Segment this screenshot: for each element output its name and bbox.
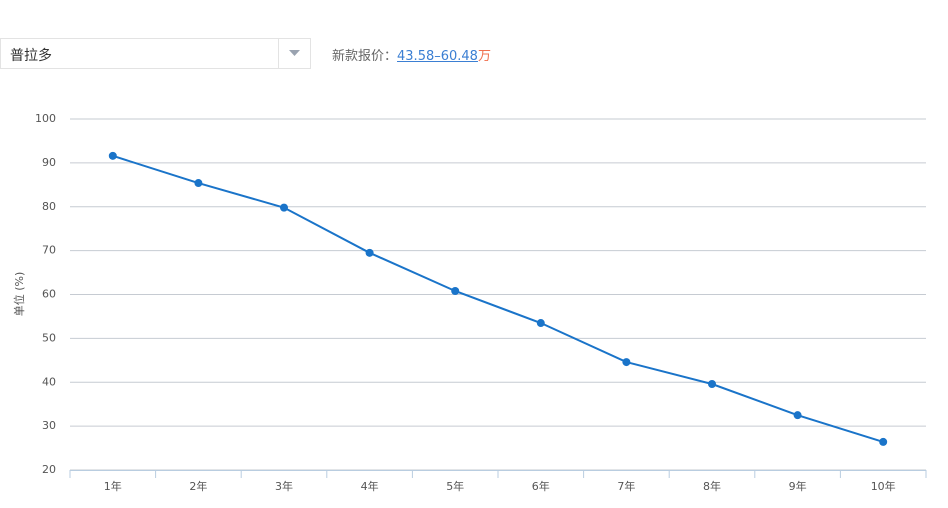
- y-tick-label: 30: [42, 419, 56, 432]
- price-info: 新款报价：43.58–60.48万: [332, 45, 491, 64]
- data-point: [280, 203, 288, 212]
- price-link[interactable]: 43.58–60.48: [397, 49, 478, 64]
- x-tick-label: 10年: [871, 479, 896, 493]
- y-tick-label: 40: [42, 375, 56, 388]
- x-tick-label: 6年: [532, 479, 550, 493]
- data-point: [879, 437, 888, 446]
- price-unit: 万: [477, 49, 491, 64]
- x-tick-label: 9年: [789, 479, 807, 493]
- price-label: 新款报价：: [332, 49, 398, 64]
- x-tick-label: 1年: [104, 479, 122, 493]
- x-tick-label: 7年: [617, 479, 635, 493]
- y-axis-label: 单位 (%): [12, 272, 26, 317]
- data-point: [708, 380, 716, 389]
- data-line: [112, 154, 884, 443]
- data-point: [194, 179, 203, 188]
- x-tick-label: 2年: [189, 479, 207, 493]
- x-tick-label: 3年: [275, 479, 293, 493]
- model-select[interactable]: 普拉多: [0, 38, 311, 69]
- y-tick-label: 20: [42, 463, 56, 476]
- data-point: [536, 319, 545, 328]
- data-point: [622, 358, 631, 367]
- select-arrow[interactable]: [278, 39, 310, 68]
- y-tick-label: 100: [35, 112, 56, 125]
- x-tick-label: 8年: [703, 479, 721, 493]
- data-point: [793, 411, 802, 420]
- y-tick-label: 70: [42, 244, 56, 257]
- arrow-icon: [289, 50, 300, 56]
- model-select-value: 普拉多: [10, 48, 52, 64]
- x-tick-label: 4年: [361, 479, 379, 493]
- data-point: [108, 151, 117, 160]
- y-tick-label: 50: [42, 331, 56, 344]
- data-point: [365, 248, 374, 257]
- y-tick-label: 80: [42, 200, 56, 213]
- data-point: [451, 286, 460, 295]
- y-tick-label: 90: [42, 156, 56, 169]
- x-tick-label: 5年: [446, 479, 464, 493]
- y-tick-label: 60: [42, 288, 56, 301]
